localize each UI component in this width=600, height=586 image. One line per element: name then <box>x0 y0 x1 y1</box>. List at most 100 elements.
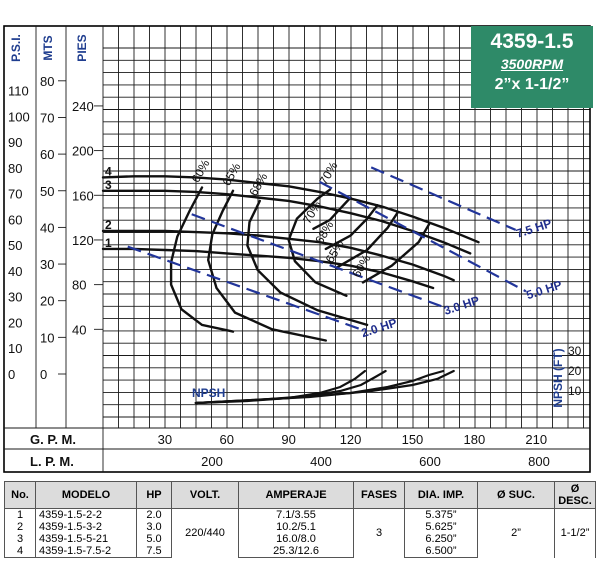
cell-modelo: 4359-1.5-5-21 <box>35 533 137 545</box>
cell-desc: 1-1/2” <box>554 508 596 558</box>
model-title: 4359-1.5 <box>490 30 574 53</box>
efficiency-curve <box>334 210 400 270</box>
gpm-tick-label: 150 <box>402 432 424 447</box>
mts-tick-label: 40 <box>40 220 54 235</box>
col-modelo: MODELO <box>35 481 137 509</box>
grid <box>103 26 590 428</box>
mts-axis-label: MTS <box>41 35 55 60</box>
efficiency-curve <box>312 196 352 230</box>
efficiency-curve <box>246 199 369 327</box>
cell-suc: 2” <box>477 508 555 558</box>
cell-modelo: 4359-1.5-7.5-2 <box>35 545 137 558</box>
npsh-tick-label: 10 <box>568 384 582 398</box>
efficiency-curve <box>206 189 327 342</box>
cell-amp: 25.3/12.6 <box>238 545 354 558</box>
axes: P.S.I. MTS PIES010203040506070809010011001… <box>3 25 591 473</box>
mts-tick-label: 20 <box>40 294 54 309</box>
gpm-axis-label: G. P. M. <box>30 432 76 447</box>
pies-tick-label: 120 <box>72 233 94 248</box>
cell-hp: 5.0 <box>136 533 172 545</box>
table-row: 3 4359-1.5-5-21 5.0 16.0/8.0 6.250” <box>4 533 596 545</box>
table-row: 1 4359-1.5-2-2 2.0 220/440 7.1/3.55 3 5.… <box>4 508 596 558</box>
cell-no: 4 <box>4 545 36 558</box>
cell-hp: 2.0 <box>136 508 172 521</box>
table-header-row: No. MODELO HP VOLT. AMPERAJE FASES DIA. … <box>4 481 596 509</box>
cell-hp: 3.0 <box>136 521 172 533</box>
pump-curve-label-2: 2 <box>105 218 112 232</box>
title-box: 4359-1.5 3500RPM 2”x 1-1/2” <box>471 26 593 108</box>
gpm-tick-label: 60 <box>220 432 234 447</box>
col-desc: Ø DESC. <box>554 481 596 509</box>
gpm-tick-label: 90 <box>281 432 295 447</box>
pump-curves <box>101 175 480 290</box>
col-dia: DIA. IMP. <box>404 481 478 509</box>
efficiency-curve <box>324 204 379 251</box>
cell-amp: 7.1/3.55 <box>238 508 354 521</box>
psi-tick-label: 40 <box>8 264 22 279</box>
pies-tick-label: 40 <box>72 322 86 337</box>
psi-tick-label: 80 <box>8 161 22 176</box>
lpm-tick-label: 600 <box>419 454 441 469</box>
chart-frame <box>3 25 591 473</box>
table-row: 4 4359-1.5-7.5-2 7.5 25.3/12.6 6.500” <box>4 545 596 558</box>
efficiency-curves <box>169 186 431 342</box>
pump-curve-label-1: 1 <box>105 236 112 250</box>
cell-no: 2 <box>4 521 36 533</box>
npsh-tick-label: 30 <box>568 344 582 358</box>
psi-tick-label: 10 <box>8 341 22 356</box>
psi-tick-label: 70 <box>8 187 22 202</box>
pies-tick-label: 80 <box>72 278 86 293</box>
mts-tick-label: 80 <box>40 74 54 89</box>
hp-lines <box>127 166 527 331</box>
npsh-curve-4 <box>194 369 455 405</box>
psi-tick-label: 50 <box>8 238 22 253</box>
pump-curve-label-4: 4 <box>105 164 112 178</box>
efficiency-label: 60% <box>349 252 373 280</box>
mts-tick-label: 50 <box>40 184 54 199</box>
psi-tick-label: 60 <box>8 212 22 227</box>
pump-curve-1 <box>101 247 435 290</box>
mts-tick-label: 70 <box>40 110 54 125</box>
pies-tick-label: 200 <box>72 144 94 159</box>
mts-tick-label: 10 <box>40 330 54 345</box>
cell-dia: 5.375” <box>404 508 478 521</box>
pump-curve-4 <box>101 175 480 244</box>
psi-tick-label: 0 <box>8 367 15 382</box>
efficiency-curve <box>169 186 235 333</box>
cell-modelo: 4359-1.5-3-2 <box>35 521 137 533</box>
npsh-axis-label: NPSH (FT) <box>551 348 565 407</box>
hp-line <box>319 180 527 293</box>
rpm-label: 3500RPM <box>500 56 564 72</box>
pump-curve-label-3: 3 <box>105 178 112 192</box>
cell-modelo: 4359-1.5-2-2 <box>35 508 137 521</box>
cell-hp: 7.5 <box>136 545 172 558</box>
cell-fases: 3 <box>353 508 405 558</box>
gpm-tick-label: 120 <box>340 432 362 447</box>
mts-tick-label: 30 <box>40 257 54 272</box>
hp-line <box>370 166 517 231</box>
npsh-panel: NPSH NPSH (FT) 10 20 30 <box>192 344 582 408</box>
psi-tick-label: 30 <box>8 290 22 305</box>
efficiency-curve <box>361 223 431 284</box>
size-label: 2”x 1-1/2” <box>494 76 570 93</box>
cell-amp: 10.2/5.1 <box>238 521 354 533</box>
cell-no: 1 <box>4 508 36 521</box>
hp-line-label: 5.0 HP <box>525 278 564 303</box>
cell-dia: 6.250” <box>404 533 478 545</box>
npsh-label: NPSH <box>192 386 225 400</box>
psi-axis-label: P.S.I. <box>9 34 23 62</box>
pies-tick-label: 240 <box>72 99 94 114</box>
gpm-tick-label: 180 <box>463 432 485 447</box>
psi-tick-label: 20 <box>8 315 22 330</box>
lpm-axis-label: L. P. M. <box>30 454 74 469</box>
col-no: No. <box>4 481 36 509</box>
pies-tick-label: 160 <box>72 188 94 203</box>
pies-axis-label: PIES <box>75 34 89 61</box>
col-volt: VOLT. <box>171 481 239 509</box>
cell-dia: 6.500” <box>404 545 478 558</box>
psi-tick-label: 100 <box>8 109 30 124</box>
npsh-tick-label: 20 <box>568 364 582 378</box>
gpm-tick-label: 30 <box>158 432 172 447</box>
